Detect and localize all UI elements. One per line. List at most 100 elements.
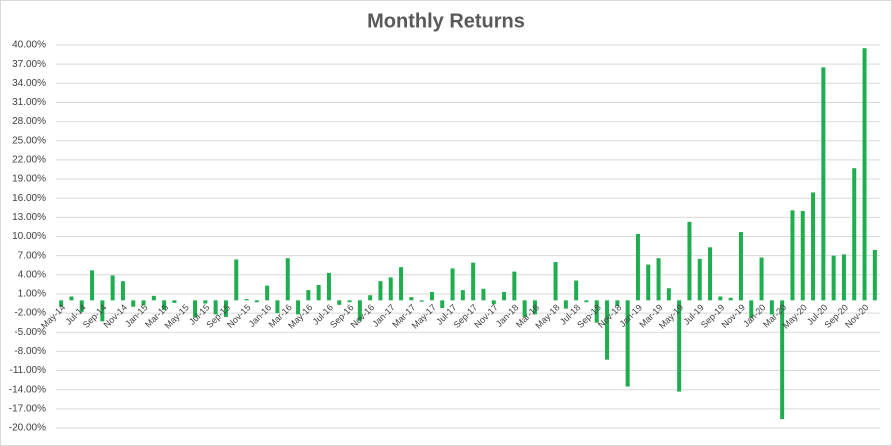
bar <box>193 300 198 318</box>
bar <box>213 300 218 315</box>
y-tick-label: 10.00% <box>12 231 46 242</box>
y-tick-label: -2.00% <box>14 308 46 319</box>
bar <box>244 299 249 301</box>
bar <box>811 192 816 301</box>
bar <box>522 300 527 317</box>
bar <box>790 210 795 301</box>
bar <box>635 233 640 301</box>
y-tick-label: 19.00% <box>12 174 46 185</box>
bar <box>141 300 146 306</box>
bar <box>697 258 702 301</box>
y-tick-label: 28.00% <box>12 116 46 127</box>
y-tick-label: 37.00% <box>12 59 46 70</box>
bar <box>419 300 424 302</box>
bar <box>69 296 74 301</box>
bar <box>296 300 301 315</box>
bar <box>388 277 393 301</box>
bar <box>409 297 414 301</box>
bar <box>780 300 785 420</box>
bar <box>718 296 723 301</box>
bar <box>306 290 311 301</box>
y-tick-label: -11.00% <box>9 365 46 376</box>
bar <box>677 300 682 392</box>
y-tick-label: 7.00% <box>18 250 46 261</box>
bar <box>151 295 156 301</box>
y-tick-label: 1.00% <box>18 289 46 300</box>
y-tick-label: -8.00% <box>14 346 46 357</box>
bar <box>100 300 105 322</box>
bar <box>357 300 362 321</box>
bar <box>852 168 857 301</box>
y-tick-label: -14.00% <box>9 384 46 395</box>
y-tick-label: 31.00% <box>12 97 46 108</box>
bar <box>223 300 228 317</box>
y-tick-label: 25.00% <box>12 135 46 146</box>
bar <box>841 254 846 301</box>
bar <box>79 300 84 312</box>
bar <box>337 300 342 305</box>
bar <box>502 292 507 301</box>
bar <box>399 267 404 301</box>
bar <box>553 262 558 301</box>
bar <box>615 300 620 307</box>
bar <box>131 300 136 307</box>
bar <box>687 221 692 301</box>
bar <box>625 300 630 387</box>
bar <box>347 300 352 303</box>
bar <box>265 285 270 301</box>
bar <box>162 300 167 310</box>
y-tick-label: -20.00% <box>9 423 46 434</box>
y-tick-label: 4.00% <box>18 269 46 280</box>
bar <box>821 67 826 301</box>
bar <box>512 271 517 301</box>
bar <box>574 280 579 301</box>
bar <box>862 48 867 301</box>
bar <box>646 264 651 301</box>
y-tick-label: 13.00% <box>12 212 46 223</box>
bar <box>872 249 877 301</box>
bar <box>90 270 95 301</box>
bar <box>471 262 476 301</box>
bar <box>59 300 64 307</box>
bar <box>584 300 589 303</box>
bar <box>440 300 445 308</box>
bar <box>563 300 568 309</box>
y-tick-label: -5.00% <box>14 327 46 338</box>
y-tick-label: -17.00% <box>9 403 46 414</box>
y-tick-label: 22.00% <box>12 155 46 166</box>
bar <box>234 259 239 301</box>
bar <box>326 272 331 301</box>
bar <box>110 275 115 301</box>
bar <box>594 300 599 323</box>
bar <box>429 292 434 301</box>
y-tick-label: 40.00% <box>12 40 46 51</box>
bar <box>203 300 208 304</box>
bar <box>656 258 661 301</box>
y-tick-label: 16.00% <box>12 193 46 204</box>
bar <box>749 300 754 319</box>
bar <box>254 300 259 303</box>
bar <box>460 290 465 301</box>
bar <box>728 297 733 301</box>
bar <box>738 232 743 301</box>
bar <box>285 258 290 301</box>
bar <box>666 288 671 301</box>
chart-title: Monthly Returns <box>367 10 525 32</box>
bar <box>378 281 383 301</box>
bar <box>800 210 805 301</box>
bar <box>172 300 177 303</box>
bar <box>368 295 373 301</box>
bar <box>120 281 125 301</box>
y-tick-label: 34.00% <box>12 78 46 89</box>
bar <box>708 247 713 301</box>
bar <box>316 285 321 301</box>
bar <box>450 268 455 301</box>
bar <box>481 288 486 301</box>
bar <box>605 300 610 360</box>
bar <box>275 300 280 314</box>
bar <box>831 255 836 301</box>
bar <box>532 300 537 315</box>
bar <box>491 300 496 305</box>
